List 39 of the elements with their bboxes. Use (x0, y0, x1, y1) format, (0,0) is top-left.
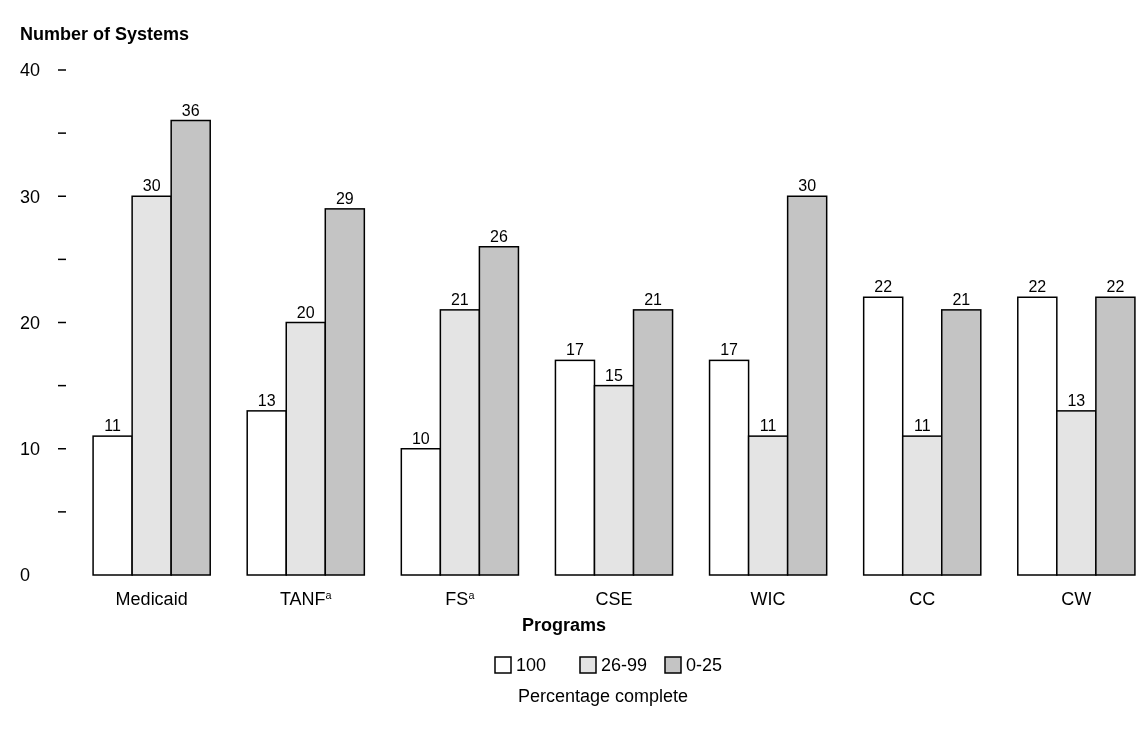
data-label: 21 (644, 290, 663, 308)
data-label: 11 (104, 417, 122, 435)
x-tick-label: CW (1061, 589, 1092, 609)
legend-title: Percentage complete (517, 686, 689, 706)
data-label: 13 (1067, 391, 1086, 409)
x-axis-title: Programs (521, 615, 607, 635)
legend-label: 0-25 (686, 655, 723, 675)
data-label: 22 (1028, 278, 1047, 296)
data-label: 11 (759, 417, 777, 435)
y-tick-label: 10 (20, 439, 41, 460)
y-axis-title: Number of Systems (20, 24, 190, 44)
data-label: 36 (181, 101, 200, 119)
y-tick-label: 20 (20, 312, 41, 333)
y-tick-label: 40 (20, 60, 41, 81)
x-tick-label: TANF$^{a}$ (279, 589, 332, 609)
data-label: 13 (257, 391, 276, 409)
data-label: 26 (490, 227, 508, 245)
y-tick-label: 30 (20, 186, 41, 207)
data-label: 21 (952, 290, 971, 308)
data-label: 15 (605, 366, 623, 384)
data-label: 30 (798, 177, 817, 195)
data-label: 17 (566, 341, 584, 359)
x-tick-label: WIC (750, 589, 786, 609)
data-label: 29 (335, 189, 354, 207)
data-label: 22 (1106, 278, 1125, 296)
legend-label: 26-99 (601, 655, 648, 675)
data-label: 10 (411, 429, 430, 447)
data-label: 11 (913, 417, 931, 435)
data-label: 30 (142, 177, 161, 195)
data-label: 17 (720, 341, 739, 359)
x-tick-label: CSE (595, 589, 633, 609)
data-label: 21 (450, 290, 469, 308)
y-tick-label: 0 (20, 565, 31, 586)
x-tick-label: FS$^{a}$ (445, 589, 475, 609)
x-tick-label: Medicaid (115, 589, 188, 609)
legend-label: 100 (516, 655, 547, 675)
data-label: 22 (874, 278, 893, 296)
x-tick-label: CC (909, 589, 936, 609)
data-label: 20 (296, 303, 315, 321)
